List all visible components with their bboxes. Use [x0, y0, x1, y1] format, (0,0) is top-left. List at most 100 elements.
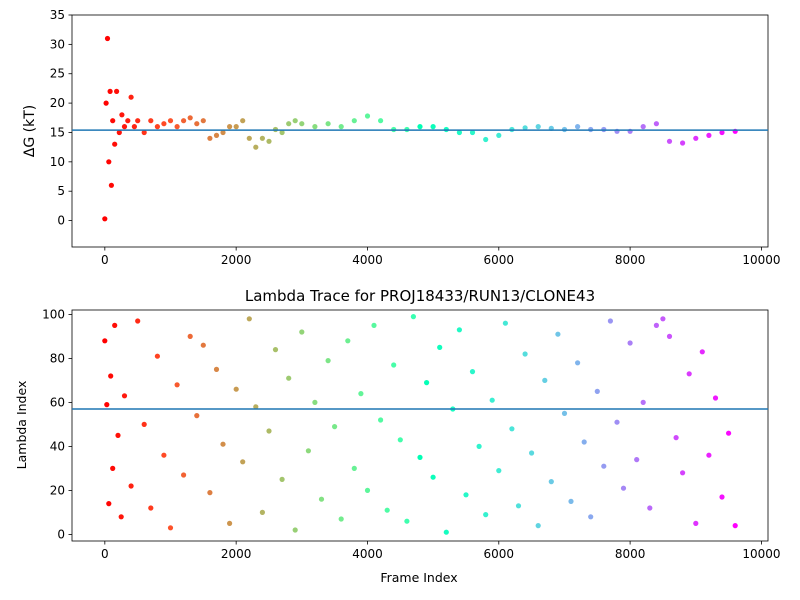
lambda-point: [121, 393, 128, 399]
lambda-point: [673, 435, 679, 441]
lambda-point: [627, 340, 633, 346]
delta-g-y-tick-label: 15: [50, 125, 65, 139]
lambda-point: [529, 450, 535, 456]
lambda-point: [666, 333, 673, 339]
delta-g-point: [194, 121, 200, 127]
delta-g-x-tick-label: 2000: [221, 253, 252, 267]
lambda-point: [141, 421, 147, 427]
delta-g-point: [131, 124, 137, 130]
lambda-point: [706, 452, 712, 458]
lambda-point: [726, 430, 732, 436]
lambda-point: [660, 316, 666, 322]
lambda-point: [187, 333, 193, 339]
lambda-point: [384, 507, 390, 513]
delta-g-point: [128, 94, 134, 100]
lambda-point: [686, 371, 692, 377]
lambda-x-tick-label: 8000: [615, 547, 646, 561]
delta-g-point: [430, 124, 436, 130]
lambda-point: [233, 386, 239, 392]
delta-g-point: [522, 125, 528, 131]
lambda-point: [397, 437, 403, 443]
delta-g-point: [653, 121, 660, 127]
lambda-point: [148, 505, 154, 511]
delta-g-point: [121, 124, 128, 130]
lambda-point: [102, 338, 108, 344]
delta-g-point: [640, 124, 646, 130]
delta-g-point: [253, 144, 259, 150]
delta-g-y-tick-label: 35: [50, 8, 65, 22]
lambda-y-ticks: 0 20 40 60 80 100: [42, 307, 72, 541]
lambda-point: [325, 358, 331, 364]
lambda-y-tick-label: 60: [50, 395, 65, 409]
delta-g-y-axis-label: ΔG (kT): [22, 105, 38, 157]
lambda-y-tick-label: 40: [50, 439, 65, 453]
lambda-point: [732, 523, 738, 529]
delta-g-point: [706, 132, 712, 138]
lambda-point: [272, 347, 279, 353]
lambda-point: [443, 529, 449, 535]
lambda-point: [620, 485, 627, 491]
lambda-point: [601, 463, 607, 469]
lambda-point: [246, 316, 252, 322]
delta-g-point: [148, 118, 154, 124]
delta-g-point: [110, 118, 116, 124]
lambda-point: [106, 501, 112, 507]
lambda-x-tick-label: 6000: [484, 547, 515, 561]
lambda-point: [104, 402, 110, 408]
lambda-point: [568, 498, 574, 504]
lambda-point: [318, 496, 325, 502]
delta-g-point: [535, 124, 541, 130]
lambda-point: [693, 520, 699, 527]
lambda-point: [410, 314, 416, 320]
delta-g-point: [325, 121, 331, 127]
lambda-point: [220, 441, 226, 447]
lambda-point: [699, 349, 705, 355]
lambda-y-tick-label: 80: [50, 351, 65, 365]
lambda-point: [194, 413, 200, 419]
lambda-point: [489, 397, 495, 403]
lambda-point: [640, 399, 646, 405]
lambda-point: [115, 432, 121, 438]
delta-g-point: [161, 121, 167, 127]
lambda-point: [364, 487, 371, 493]
delta-g-point: [135, 118, 141, 124]
delta-g-point: [417, 124, 423, 130]
lambda-point: [581, 439, 587, 445]
delta-g-point: [469, 129, 476, 136]
lambda-point: [378, 417, 384, 423]
lambda-point: [575, 360, 581, 366]
delta-g-point: [719, 129, 725, 136]
delta-g-point: [200, 118, 206, 124]
delta-g-point: [246, 135, 252, 141]
lambda-point: [128, 483, 134, 489]
delta-g-y-tick-label: 0: [57, 214, 65, 228]
delta-g-point: [483, 136, 489, 143]
lambda-marks: [72, 314, 768, 535]
lambda-point: [351, 465, 357, 471]
lambda-point: [535, 523, 541, 529]
lambda-point: [207, 490, 213, 496]
lambda-point: [502, 320, 508, 326]
delta-g-y-ticks: 0 5 10 15 20 25 30 35: [50, 8, 72, 228]
delta-g-point: [114, 88, 120, 94]
lambda-point: [496, 468, 502, 474]
lambda-point: [424, 380, 430, 386]
delta-g-point: [207, 135, 213, 141]
lambda-x-tick-label: 4000: [352, 547, 383, 561]
lambda-x-tick-label: 10000: [742, 547, 780, 561]
delta-g-x-tick-label: 6000: [484, 253, 515, 267]
lambda-point: [712, 395, 719, 401]
lambda-point: [118, 514, 124, 520]
lambda-x-ticks: 0 2000 4000 6000 8000 10000: [101, 541, 781, 561]
lambda-point: [108, 373, 114, 379]
lambda-x-tick-label: 2000: [221, 547, 252, 561]
delta-g-point: [174, 124, 180, 130]
delta-g-point: [227, 124, 233, 130]
delta-g-y-tick-label: 30: [50, 37, 65, 51]
lambda-point: [227, 520, 233, 527]
lambda-point: [719, 494, 725, 500]
lambda-x-axis-label: Frame Index: [380, 570, 457, 585]
lambda-point: [391, 362, 397, 368]
delta-g-point: [167, 118, 174, 124]
delta-g-y-tick-label: 10: [50, 155, 65, 169]
